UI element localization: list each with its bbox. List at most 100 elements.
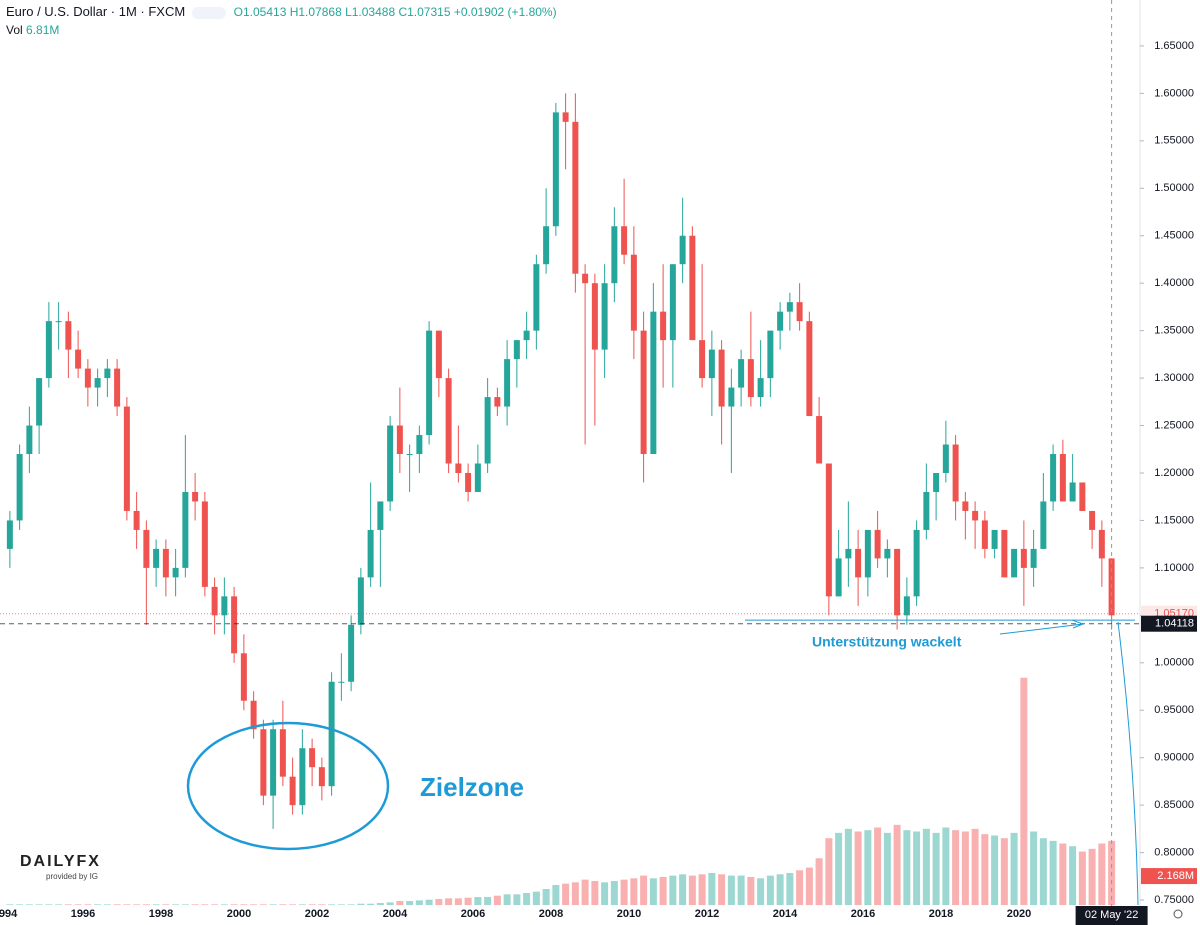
- volume-bar: [279, 904, 287, 906]
- candle-body: [182, 491, 189, 568]
- volume-bar: [688, 875, 696, 906]
- candle-body: [1098, 529, 1105, 559]
- x-tick-label: 2016: [851, 908, 875, 920]
- volume-value: 6.81M: [26, 23, 60, 37]
- price-label-box: [1141, 615, 1197, 632]
- candle-body: [143, 529, 150, 568]
- candle-body: [972, 510, 979, 521]
- candle-body: [231, 596, 238, 654]
- candle-body: [816, 416, 823, 464]
- y-tick-label: 1.60000: [1154, 87, 1194, 99]
- candle-body: [387, 425, 394, 502]
- candle-body: [640, 330, 647, 455]
- volume-bar: [201, 904, 209, 906]
- settings-icon[interactable]: [1173, 909, 1183, 919]
- volume-bar: [786, 872, 794, 906]
- candle-body: [864, 529, 871, 578]
- projection-line: [1117, 621, 1139, 906]
- volume-bar: [464, 897, 472, 906]
- volume-bar: [805, 867, 813, 906]
- volume-bar: [269, 904, 277, 906]
- volume-bar: [367, 903, 375, 906]
- volume-bar: [630, 878, 638, 906]
- candle-body: [504, 359, 511, 407]
- candle-body: [435, 330, 442, 379]
- volume-bar: [552, 884, 560, 906]
- candle-body: [36, 378, 43, 426]
- x-tick-label: 1994: [0, 908, 18, 920]
- candle-body: [845, 548, 852, 559]
- volume-bar: [240, 904, 248, 906]
- candle-body: [328, 681, 335, 787]
- candle-body: [75, 349, 82, 369]
- header-icons[interactable]: [192, 6, 227, 19]
- crosshair-label: 02 May '22: [1085, 909, 1138, 921]
- candle-body: [240, 653, 247, 701]
- volume-bar: [727, 875, 735, 906]
- volume-bar: [971, 828, 979, 906]
- candle-body: [738, 359, 745, 388]
- candle-body: [406, 454, 413, 456]
- ohlc: O1.05413 H1.07868 L1.03488 C1.07315 +0.0…: [233, 5, 557, 19]
- y-tick-label: 1.55000: [1154, 135, 1194, 147]
- candle-body: [757, 378, 764, 398]
- candle-body: [650, 311, 657, 455]
- candle-body: [465, 472, 472, 492]
- volume-bar: [1088, 848, 1096, 906]
- y-tick-label: 1.25000: [1154, 419, 1194, 431]
- volume-bar: [1030, 831, 1038, 906]
- candle-body: [348, 624, 355, 682]
- candle-body: [114, 368, 121, 407]
- candle-body: [1089, 510, 1096, 530]
- candle-body: [279, 729, 286, 777]
- volume-bar: [961, 831, 969, 906]
- candle-body: [26, 425, 33, 455]
- candle-body: [923, 491, 930, 530]
- candle-body: [1011, 548, 1018, 578]
- x-tick-label: 2018: [929, 908, 953, 920]
- candle-body: [894, 548, 901, 616]
- candle-body: [1030, 548, 1037, 568]
- volume-bar: [513, 894, 521, 906]
- volume-bar: [1098, 843, 1106, 906]
- y-tick-label: 0.90000: [1154, 752, 1194, 764]
- logo-sub: provided by IG: [46, 872, 98, 881]
- volume-bar: [669, 875, 677, 906]
- volume-bar: [708, 872, 716, 906]
- volume-bar: [84, 904, 92, 906]
- volume-bar: [1049, 840, 1057, 906]
- candle-body: [45, 321, 52, 379]
- volume-bar: [103, 904, 111, 906]
- candle-body: [601, 283, 608, 350]
- candle-body: [572, 121, 579, 274]
- volume-bar: [601, 882, 609, 906]
- volume-bar: [386, 902, 394, 906]
- volume-label: 2.168M: [1157, 870, 1194, 882]
- volume-bar: [864, 830, 872, 906]
- candle-body: [884, 548, 891, 559]
- candle-body: [309, 748, 316, 768]
- candle-body: [260, 729, 267, 796]
- volume-bar: [142, 904, 150, 906]
- volume-bar: [396, 901, 404, 906]
- volume-bar: [211, 904, 219, 906]
- candle-body: [192, 491, 199, 502]
- y-tick-label: 0.80000: [1154, 846, 1194, 858]
- y-tick-label: 1.35000: [1154, 325, 1194, 337]
- volume-bar: [357, 903, 365, 906]
- candle-body: [94, 378, 101, 388]
- x-tick-label: 2012: [695, 908, 719, 920]
- volume-bar: [230, 904, 238, 906]
- header: Euro / U.S. Dollar · 1M · FXCM O1.05413 …: [6, 4, 557, 19]
- volume-bar: [181, 904, 189, 906]
- candle-body: [55, 321, 62, 323]
- candle-body: [660, 311, 667, 341]
- candle-body: [903, 596, 910, 616]
- volume-bar: [854, 831, 862, 906]
- candle-body: [523, 330, 530, 341]
- target-ellipse: [186, 721, 390, 851]
- volume-bar: [133, 904, 141, 906]
- volume-bar: [74, 904, 82, 906]
- candle-body: [289, 776, 296, 806]
